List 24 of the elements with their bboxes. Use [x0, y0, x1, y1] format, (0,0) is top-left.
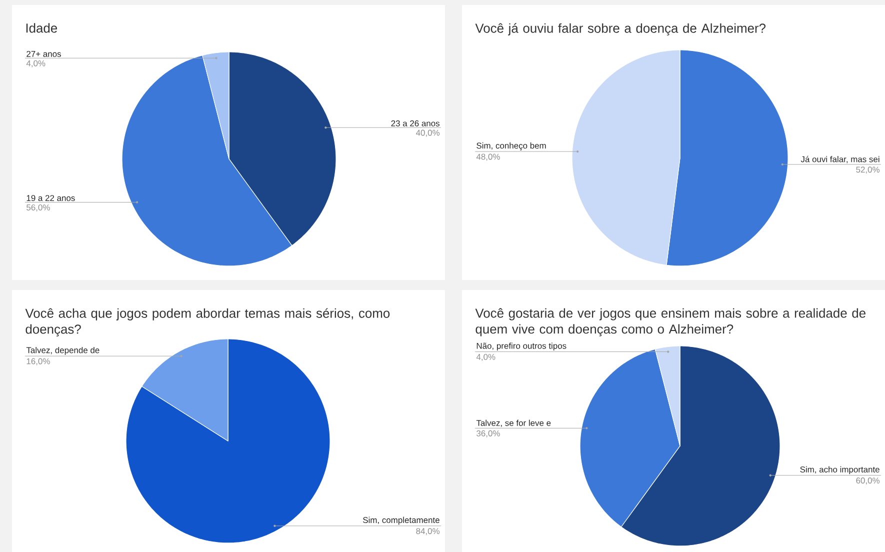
data-label: 16,0%	[26, 358, 50, 366]
slice-label: Talvez, se for leve e	[476, 420, 551, 427]
slice-label: Sim, conheço bem	[476, 142, 546, 150]
data-label: 4,0%	[476, 354, 496, 361]
data-label: 84,0%	[416, 528, 440, 536]
chart-title: Você já ouviu falar sobre a doença de Alzheimer?	[475, 23, 766, 36]
slice-label: Sim, acho importante	[800, 466, 880, 474]
data-label: 48,0%	[476, 154, 500, 161]
data-label: 4,0%	[26, 60, 46, 68]
slice-label: 23 a 26 anos	[391, 120, 440, 126]
chart-title: Idade	[26, 23, 58, 33]
chart-title: Você acha que jogos podem abordar temas mais sérios, como doenças?	[25, 308, 390, 336]
slice-label: Sim, completamente	[363, 516, 440, 525]
slice-label: Já ouvi falar, mas sei	[800, 156, 880, 164]
slice-label: 27+ anos	[26, 50, 61, 57]
slice-label: Não, prefiro outros tipos	[476, 342, 566, 351]
data-label: 52,0%	[856, 166, 880, 174]
data-label: 36,0%	[476, 430, 500, 438]
data-label: 56,0%	[26, 204, 50, 212]
chart-title: Você gostaria de ver jogos que ensinem mais sobre a realidade de quem vive com doenças como o Alzheimer?	[475, 308, 866, 336]
data-label: 60,0%	[856, 478, 880, 485]
slice-label: Talvez, depende de	[26, 346, 100, 355]
data-label: 40,0%	[416, 130, 440, 137]
slice-label: 19 a 22 anos	[26, 195, 75, 202]
